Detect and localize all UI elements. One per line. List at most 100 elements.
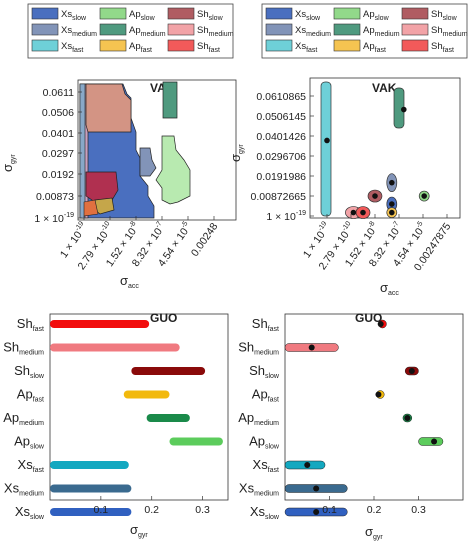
legend-label: Xsmedium — [61, 25, 97, 38]
legend-swatch — [99, 39, 127, 52]
y-tick-label: 0.0610865 — [256, 91, 306, 103]
axes-vak-points — [309, 77, 461, 219]
category-label-sh-slow: Shslow — [14, 363, 45, 380]
category-label-xs-fast: Xsfast — [253, 457, 280, 474]
legend-item-sh-fast: Shfast — [401, 39, 454, 54]
category-label-xs-slow: Xsslow — [15, 504, 45, 521]
legend-swatch — [333, 7, 361, 20]
svg-text:0.0401: 0.0401 — [42, 128, 74, 140]
legend-label: Apslow — [129, 9, 156, 22]
legend-swatch — [333, 23, 361, 36]
point-sh-fast — [360, 209, 366, 216]
y-tick-label: 0.0297 — [42, 148, 74, 160]
bars-guo-points: Shfast Shmedium Shslow Apfast Apmedium Apslow… — [238, 316, 444, 521]
point-sh-slow — [408, 368, 415, 374]
point-sh-medium — [308, 344, 315, 351]
legend-item-ap-medium: Apmedium — [99, 23, 166, 38]
y-tick-label: 0.0401 — [42, 128, 74, 140]
y-axis-label: σgyr — [0, 154, 17, 172]
point-sh-medium — [350, 209, 357, 216]
legend-label: Xsfast — [295, 41, 317, 54]
x-axis-label: σgyr — [365, 524, 383, 541]
category-label-sh-medium: Shmedium — [238, 340, 279, 357]
x-axis-label: σgyr — [130, 522, 148, 539]
legend-swatch — [333, 39, 361, 52]
legend-label: Apfast — [129, 41, 152, 54]
legend-label: Shslow — [197, 9, 224, 22]
category-label-sh-slow: Shslow — [249, 363, 280, 380]
category-label-ap-fast: Apfast — [17, 387, 44, 404]
legend-label: Xsfast — [61, 41, 83, 54]
legend-item-sh-fast: Shfast — [167, 39, 220, 54]
svg-text:0.0506145: 0.0506145 — [256, 111, 306, 123]
legend-item-ap-fast: Apfast — [333, 39, 386, 54]
point-xs-medium — [313, 485, 320, 492]
legend-label: Xsslow — [295, 9, 321, 22]
bar-ap-fast — [123, 390, 170, 399]
legend-item-ap-fast: Apfast — [99, 39, 152, 54]
category-label-sh-fast: Shfast — [17, 316, 44, 333]
legend-item-xs-fast: Xsfast — [265, 39, 317, 54]
region-sh-fast — [85, 83, 132, 133]
legend-label: Xsslow — [61, 9, 87, 22]
svg-text:0.0296706: 0.0296706 — [256, 151, 306, 163]
category-label-sh-fast: Shfast — [252, 316, 279, 333]
svg-text:1 × 10-19: 1 × 10-19 — [266, 210, 306, 223]
legend-swatch — [265, 39, 293, 52]
region-xs-fast — [320, 81, 332, 217]
category-label-ap-medium: Apmedium — [3, 410, 44, 427]
legend-swatch — [167, 39, 195, 52]
y-tick-label: 0.0506145 — [256, 111, 306, 123]
category-label-xs-fast: Xsfast — [18, 457, 45, 474]
legend-swatch — [167, 7, 195, 20]
legend-label: Apfast — [363, 41, 386, 54]
point-xs-fast — [304, 462, 311, 468]
category-label-ap-slow: Apslow — [14, 434, 45, 451]
legend-swatch — [99, 23, 127, 36]
bar-sh-fast — [50, 320, 150, 328]
y-tick-label: 0.00873 — [36, 191, 74, 203]
y-axis-label: σgyr — [228, 144, 245, 162]
category-label-xs-medium: Xsmedium — [239, 481, 279, 498]
bar-sh-medium — [50, 343, 180, 352]
svg-text:0.00872665: 0.00872665 — [251, 191, 307, 203]
y-tick-label: 0.0611 — [43, 87, 74, 99]
bar-ap-slow — [169, 437, 223, 446]
x-tick-label: 0.00248 — [189, 221, 221, 259]
y-tick-label: 1 × 10-19 — [34, 212, 74, 225]
point-ap-slow — [421, 193, 428, 199]
x-tick-label: 0.2 — [367, 504, 382, 516]
y-tick-label: 0.0191986 — [256, 171, 306, 183]
legend-a: Xsslow Apslow Shslow Xsmedium Apmedium Shmedi… — [27, 3, 234, 59]
point-xs-medium — [389, 179, 395, 186]
point-xs-slow — [389, 201, 395, 207]
x-tick-label: 0.3 — [195, 504, 210, 516]
legend-label: Apmedium — [363, 25, 400, 38]
category-label-sh-medium: Shmedium — [3, 340, 44, 357]
y-tick-label: 0.00872665 — [251, 191, 307, 203]
svg-text:0.00248: 0.00248 — [189, 221, 221, 259]
panel-vak-points: Xsslow Apslow Shslow Xsmedium Apmedium Shmedi… — [228, 3, 468, 297]
legend-label: Shmedium — [197, 25, 234, 38]
y-tick-label: 0.0296706 — [256, 151, 306, 163]
legend-item-ap-slow: Apslow — [99, 7, 156, 22]
bar-sh-slow — [131, 367, 206, 375]
legend-item-xs-slow: Xsslow — [31, 7, 87, 22]
bar-ap-slow — [418, 437, 444, 446]
bar-xs-slow — [50, 508, 132, 516]
legend-item-sh-medium: Shmedium — [167, 23, 234, 38]
legend-label: Shfast — [197, 41, 220, 54]
point-ap-fast — [389, 209, 395, 216]
point-ap-medium — [404, 415, 411, 421]
legend-item-xs-medium: Xsmedium — [31, 23, 97, 38]
region-ap-slow — [155, 135, 191, 205]
panel-vak-region: Xsslow Apslow Shslow Xsmedium Apmedium Shmedi… — [0, 3, 237, 290]
x-tick-label: 0.3 — [411, 504, 426, 516]
axes-guo-ranges — [49, 313, 229, 501]
legend-item-xs-slow: Xsslow — [265, 7, 321, 22]
bars-guo-ranges: Shfast Shmedium Shslow Apfast Apmedium Apslow… — [3, 316, 223, 521]
points-vak — [320, 81, 430, 219]
legend-item-sh-slow: Shslow — [401, 7, 458, 22]
x-axis-label: σacc — [120, 273, 139, 290]
region-xs-fast — [79, 83, 86, 219]
